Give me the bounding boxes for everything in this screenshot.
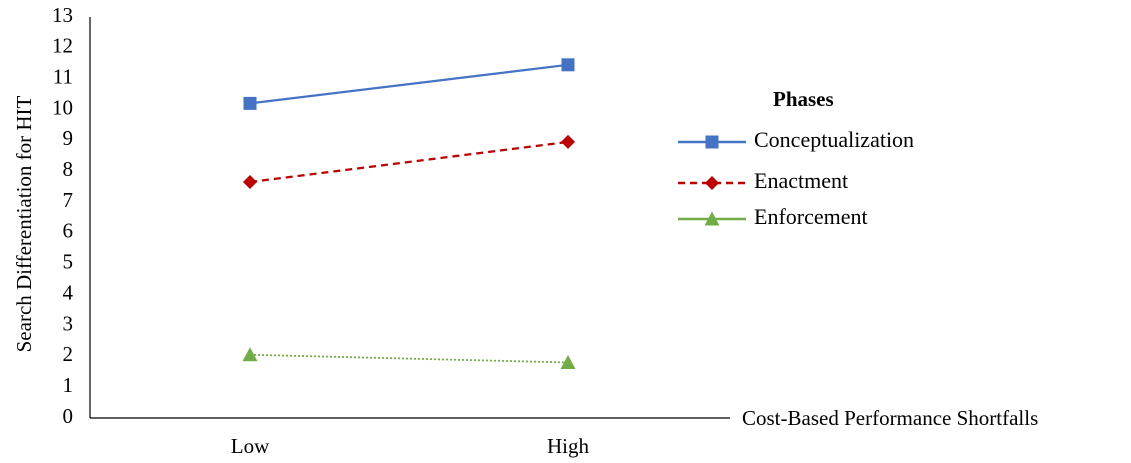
legend-marker-enactment — [705, 176, 719, 190]
y-tick-label: 8 — [63, 157, 74, 181]
x-tick-labels: Low High — [231, 434, 590, 458]
legend-marker-conceptualization — [705, 135, 719, 149]
y-tick-label: 6 — [63, 219, 74, 243]
y-tick-label: 12 — [52, 34, 73, 58]
y-tick-label: 2 — [63, 342, 74, 366]
x-axis-title: Cost-Based Performance Shortfalls — [742, 406, 1038, 430]
y-axis-title: Search Differentiation for HIT — [12, 95, 36, 352]
y-tick-label: 10 — [52, 95, 73, 119]
legend-label-conceptualization: Conceptualization — [754, 127, 914, 152]
series-conceptualization — [243, 58, 575, 110]
x-tick-label: High — [547, 434, 590, 458]
data-point-enforcement — [242, 347, 258, 362]
y-tick-label: 4 — [63, 280, 74, 304]
data-point-conceptualization — [243, 96, 257, 110]
series-enactment — [243, 134, 575, 190]
y-tick-label: 1 — [63, 373, 74, 397]
legend-label-enactment: Enactment — [754, 168, 848, 193]
legend-item-conceptualization: Conceptualization — [678, 127, 914, 152]
data-point-enactment — [243, 175, 257, 190]
y-tick-label: 7 — [63, 188, 74, 212]
legend: Phases Conceptualization Enactment Enforce… — [678, 87, 914, 229]
data-point-conceptualization — [561, 58, 575, 72]
y-tick-label: 5 — [63, 250, 74, 274]
data-point-enforcement — [560, 354, 576, 369]
legend-title: Phases — [773, 87, 834, 111]
y-tick-label: 3 — [63, 311, 74, 335]
x-tick-label: Low — [231, 434, 270, 458]
legend-item-enactment: Enactment — [678, 168, 848, 193]
legend-marker-enforcement — [704, 211, 720, 226]
x-axis: Low High — [90, 417, 730, 458]
series-line-conceptualization — [249, 63, 569, 105]
legend-item-enforcement: Enforcement — [678, 204, 868, 229]
series-line-enforcement — [249, 353, 569, 364]
y-tick-label: 9 — [63, 126, 74, 150]
series-enforcement — [242, 347, 576, 369]
y-tick-label: 13 — [52, 3, 73, 27]
legend-label-enforcement: Enforcement — [754, 204, 868, 229]
legend-items: Conceptualization Enactment Enforcement — [678, 127, 914, 229]
plot-series — [242, 58, 576, 369]
data-point-enactment — [561, 134, 575, 149]
y-tick-label: 0 — [63, 404, 74, 428]
series-line-enactment — [249, 140, 569, 184]
y-tick-label: 11 — [53, 65, 73, 89]
